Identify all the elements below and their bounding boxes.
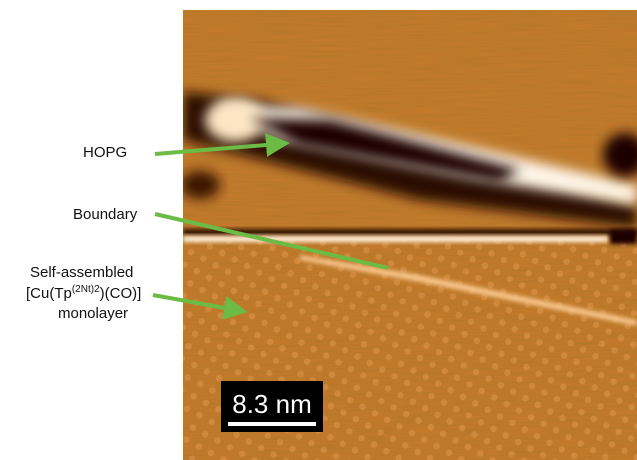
scale-bar: 8.3 nm	[221, 381, 323, 432]
scale-bar-line	[228, 422, 316, 426]
label-sam-2: [Cu(Tp(2Nt)2)(CO)]	[26, 284, 141, 302]
label-sam-3: monolayer	[58, 305, 128, 322]
formula-end: )(CO)]	[100, 285, 142, 302]
label-sam-1: Self-assembled	[30, 264, 133, 281]
label-hopg: HOPG	[83, 144, 127, 161]
formula-sup: (2Nt)2	[72, 284, 100, 295]
figure: HOPG Boundary Self-assembled [Cu(Tp(2Nt)…	[0, 0, 637, 460]
formula-start: [Cu(Tp	[26, 285, 72, 302]
scale-bar-label: 8.3 nm	[232, 389, 312, 419]
label-boundary: Boundary	[73, 206, 138, 223]
